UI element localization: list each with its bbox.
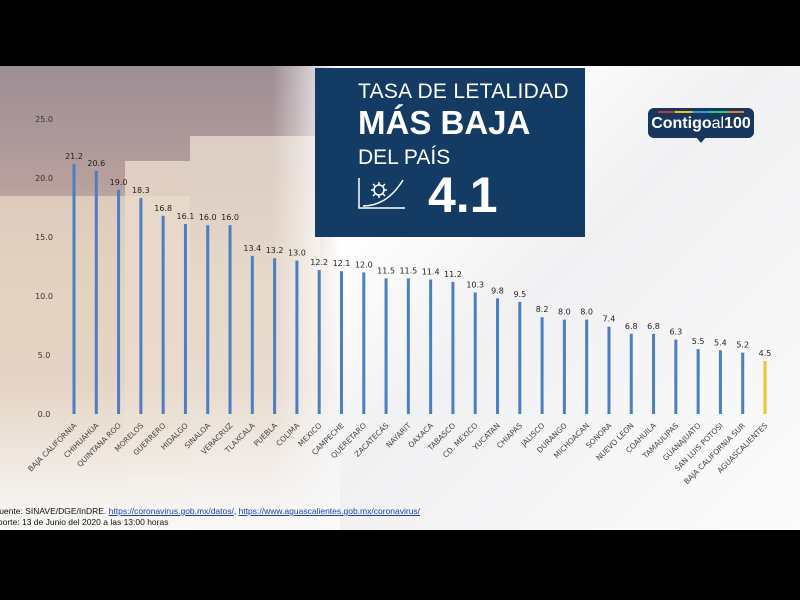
data-label: 6.8	[625, 322, 638, 331]
bar-queretaro	[362, 272, 366, 414]
y-tick-label: 0.0	[38, 410, 51, 419]
bar-veracruz	[228, 225, 232, 414]
data-label: 20.6	[87, 159, 105, 168]
bar-chiapas	[518, 301, 522, 414]
data-label: 13.0	[288, 249, 306, 258]
data-label: 8.2	[536, 305, 549, 314]
data-label: 5.2	[736, 341, 749, 350]
bar-mexico	[317, 270, 321, 414]
bar-campeche	[339, 271, 343, 414]
bar-cd-mexico	[473, 292, 477, 414]
bar-tamaulipas	[674, 339, 678, 414]
data-label: 5.5	[692, 337, 705, 346]
bar-tlaxcala	[250, 255, 254, 414]
data-label: 21.2	[65, 152, 83, 161]
y-tick-label: 5.0	[38, 351, 51, 360]
bar-quintana-roo	[117, 189, 121, 414]
bar-yucatan	[496, 298, 500, 414]
data-label: 5.4	[714, 338, 727, 347]
y-tick-label: 15.0	[35, 233, 53, 242]
source-link-coronavirus[interactable]: https://coronavirus.gob.mx/datos/	[108, 506, 234, 516]
bar-aguascalientes	[763, 360, 767, 414]
headline-box: TASA DE LETALIDAD MÁS BAJA DEL PAÍS 4.1	[315, 68, 585, 237]
bar-nayarit	[406, 278, 410, 414]
bar-michoacan	[585, 319, 589, 414]
data-label: 11.4	[422, 267, 440, 276]
source-line: Fuente: SINAVE/DGE/InDRE. https://corona…	[0, 506, 421, 516]
data-label: 19.0	[110, 178, 128, 187]
bar-zacatecas	[384, 278, 388, 414]
bar-oaxaca	[429, 279, 433, 414]
data-label: 9.8	[491, 286, 504, 295]
bar-colima	[295, 260, 299, 414]
bar-tabasco	[451, 281, 455, 414]
data-label: 16.8	[154, 204, 172, 213]
y-tick-label: 10.0	[35, 292, 53, 301]
data-label: 16.0	[199, 213, 217, 222]
data-label: 10.3	[466, 280, 484, 289]
bar-guanajuato	[696, 349, 700, 414]
bar-jalisco	[540, 317, 544, 414]
bar-nuevo-leon	[629, 333, 633, 414]
bar-sonora	[607, 326, 611, 414]
data-label: 8.0	[558, 308, 571, 317]
bar-san-luis-potosi	[718, 350, 722, 414]
headline-line3: DEL PAÍS	[358, 146, 451, 169]
bar-hidalgo	[183, 224, 187, 414]
data-label: 8.0	[580, 308, 593, 317]
data-label: 13.4	[243, 244, 261, 253]
data-label: 11.5	[377, 266, 395, 275]
data-label: 6.3	[669, 328, 682, 337]
virus-curve-chart-icon	[358, 178, 405, 209]
data-label: 11.5	[399, 266, 417, 275]
source-link-aguascalientes[interactable]: https://www.aguascalientes.gob.mx/corona…	[238, 506, 421, 516]
data-label: 9.5	[513, 290, 526, 299]
headline-line1: TASA DE LETALIDAD	[358, 80, 569, 103]
data-label: 16.1	[177, 212, 195, 221]
data-label: 6.8	[647, 322, 660, 331]
data-label: 12.1	[333, 259, 351, 268]
bar-baja-california-sur	[741, 352, 745, 414]
data-label: 11.2	[444, 270, 462, 279]
infographic: TASA DE LETALIDAD MÁS BAJA DEL PAÍS 4.1 …	[0, 66, 800, 530]
bar-baja-california	[72, 163, 76, 414]
data-label: 4.5	[759, 349, 772, 358]
headline-line2: MÁS BAJA	[358, 104, 531, 141]
data-label: 12.0	[355, 260, 373, 269]
bar-durango	[562, 319, 566, 414]
y-tick-label: 20.0	[35, 174, 53, 183]
bar-morelos	[139, 198, 143, 414]
bar-sinaloa	[206, 225, 210, 414]
data-label: 12.2	[310, 258, 328, 267]
data-label: 7.4	[603, 315, 616, 324]
data-label: 16.0	[221, 213, 239, 222]
y-tick-label: 25.0	[35, 115, 53, 124]
national-rate-value: 4.1	[428, 167, 498, 223]
bar-puebla	[273, 258, 277, 414]
bar-coahuila	[652, 333, 656, 414]
bar-guerrero	[161, 215, 165, 414]
data-label: 18.3	[132, 186, 150, 195]
report-date: Reporte: 13 de Junio del 2020 a las 13:0…	[0, 517, 169, 527]
data-label: 13.2	[266, 246, 284, 255]
bar-chihuahua	[94, 170, 98, 414]
contigo-al-100-logo: Contigoal100	[648, 108, 754, 143]
